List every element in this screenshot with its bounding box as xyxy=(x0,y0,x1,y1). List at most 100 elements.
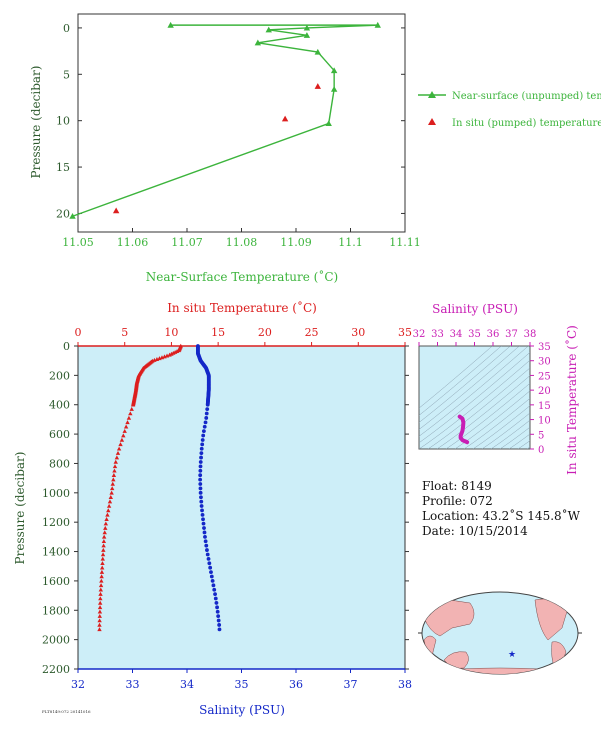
ts-density-contour xyxy=(419,359,530,449)
temperature-point xyxy=(111,473,117,477)
ts-density-contour xyxy=(508,433,530,449)
profile-chart: 0 5 10 15 20 25 30 35 32 33 34 35 36 37 38 0 200 400 600 80… xyxy=(13,300,412,717)
ts-y-tick-label: 5 xyxy=(538,430,544,441)
ts-density-contours xyxy=(419,346,530,449)
ts-density-contour xyxy=(481,412,530,449)
profile-ticks: 0 5 10 15 20 25 30 35 32 33 34 35 36 37 38 0 200 400 600 80… xyxy=(42,326,412,691)
temperature-point xyxy=(159,355,165,360)
ts-y-tick-label: 35 xyxy=(538,342,551,353)
temperature-point xyxy=(157,356,162,361)
profile-y-tick-label: 0 xyxy=(63,340,70,353)
temperature-point xyxy=(162,354,167,359)
temperature-point xyxy=(97,627,102,632)
temperature-point xyxy=(97,605,103,610)
temperature-point xyxy=(121,433,126,438)
temperature-point xyxy=(154,357,160,361)
profile-y-tick-label: 2000 xyxy=(42,634,70,647)
ts-density-contour xyxy=(419,346,493,409)
ts-y-tick-label: 0 xyxy=(538,445,544,456)
temperature-point xyxy=(130,402,136,407)
profile-top-tick-label: 5 xyxy=(121,326,128,339)
salinity-point xyxy=(199,451,204,456)
profile-bottom-tick-label: 35 xyxy=(235,678,249,691)
salinity-point xyxy=(216,618,221,623)
salinity-point xyxy=(207,561,212,566)
temperature-point xyxy=(113,459,118,464)
profile-y-tick-label: 1200 xyxy=(42,516,70,529)
profile-bottom-tick-label: 38 xyxy=(398,678,412,691)
ts-x-tick-label: 33 xyxy=(431,329,444,340)
salinity-point xyxy=(204,416,209,420)
salinity-point xyxy=(215,609,220,614)
near-surface-ticks: 11.05 11.06 11.07 11.08 11.09 11.1 11.11 0 5 10 15… xyxy=(56,22,421,249)
footer-id: FLT8149:072 20141016 xyxy=(42,709,91,714)
salinity-point xyxy=(198,477,203,482)
ts-x-tick-label: 36 xyxy=(487,329,500,340)
salinity-point xyxy=(199,495,203,500)
salinity-point xyxy=(213,592,217,597)
ts-x-tick-label: 38 xyxy=(524,329,537,340)
salinity-point xyxy=(198,473,203,478)
ts-density-contour xyxy=(517,440,530,449)
salinity-point xyxy=(202,530,207,535)
ts-series xyxy=(457,414,470,445)
temperature-point xyxy=(122,428,127,433)
profile-top-tick-label: 0 xyxy=(75,326,82,339)
temperature-point xyxy=(98,596,103,601)
near-surface-chart: 11.05 11.06 11.07 11.08 11.09 11.1 11.11 0 5 10 15… xyxy=(29,13,601,284)
near-surface-x-tick-label: 11.09 xyxy=(280,236,312,249)
profile-y-tick-label: 600 xyxy=(49,428,70,441)
ts-density-contour xyxy=(419,352,530,444)
temperature-point xyxy=(99,565,105,570)
near-surface-unpumped-point xyxy=(167,21,174,28)
ts-density-contour xyxy=(419,346,529,437)
legend-triangle-swatch-green xyxy=(428,91,436,98)
temperature-point xyxy=(101,539,107,544)
profile-top-tick-label: 15 xyxy=(211,326,225,339)
ts-curve xyxy=(457,414,470,445)
temperature-point xyxy=(97,618,102,623)
salinity-point xyxy=(199,499,204,504)
near-surface-y-tick-label: 5 xyxy=(63,68,70,81)
profile-series xyxy=(97,343,222,632)
near-surface-x-tick-label: 11.08 xyxy=(226,236,258,249)
temperature-point xyxy=(103,525,108,530)
temperature-point xyxy=(123,424,129,429)
ts-density-contour xyxy=(445,382,530,449)
near-surface-x-tick-label: 11.06 xyxy=(117,236,149,249)
profile-number: Profile: 072 xyxy=(422,494,493,508)
salinity-point xyxy=(198,460,203,464)
temperature-point xyxy=(98,583,104,588)
temperature-point xyxy=(126,415,132,420)
ts-y-axis-title: In situ Temperature (˚C) xyxy=(564,325,579,475)
near-surface-unpumped-point xyxy=(374,21,381,28)
salinity-point xyxy=(198,468,203,473)
temperature-point xyxy=(114,455,120,460)
temperature-point xyxy=(119,437,125,442)
ts-density-contour xyxy=(490,419,530,449)
salinity-point xyxy=(198,490,203,495)
profile-y-tick-label: 2200 xyxy=(42,663,70,676)
temperature-point xyxy=(107,499,113,504)
near-surface-plot-frame xyxy=(77,13,406,233)
temperature-point xyxy=(98,591,103,596)
salinity-point xyxy=(211,583,216,588)
near-surface-y-tick-label: 0 xyxy=(63,22,70,35)
temperature-point xyxy=(102,530,107,535)
temperature-point xyxy=(112,464,118,469)
salinity-point xyxy=(212,587,217,592)
salinity-point xyxy=(200,442,205,447)
salinity-point xyxy=(217,623,222,627)
salinity-point xyxy=(203,539,208,544)
ts-y-tick-label: 20 xyxy=(538,386,551,397)
temperature-point xyxy=(111,477,116,482)
temperature-point xyxy=(103,521,109,526)
ts-plot-area xyxy=(418,345,531,450)
temperature-point xyxy=(100,556,105,561)
ts-y-tick-label: 15 xyxy=(538,401,551,412)
salinity-point xyxy=(205,548,209,552)
salinity-point xyxy=(205,552,210,557)
near-surface-unpumped-point xyxy=(254,39,262,46)
temperature-point xyxy=(105,512,110,517)
location: Location: 43.2˚S 145.8˚W xyxy=(422,508,581,523)
